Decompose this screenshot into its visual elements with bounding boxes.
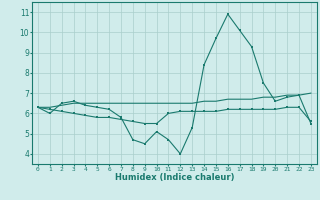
X-axis label: Humidex (Indice chaleur): Humidex (Indice chaleur) (115, 173, 234, 182)
